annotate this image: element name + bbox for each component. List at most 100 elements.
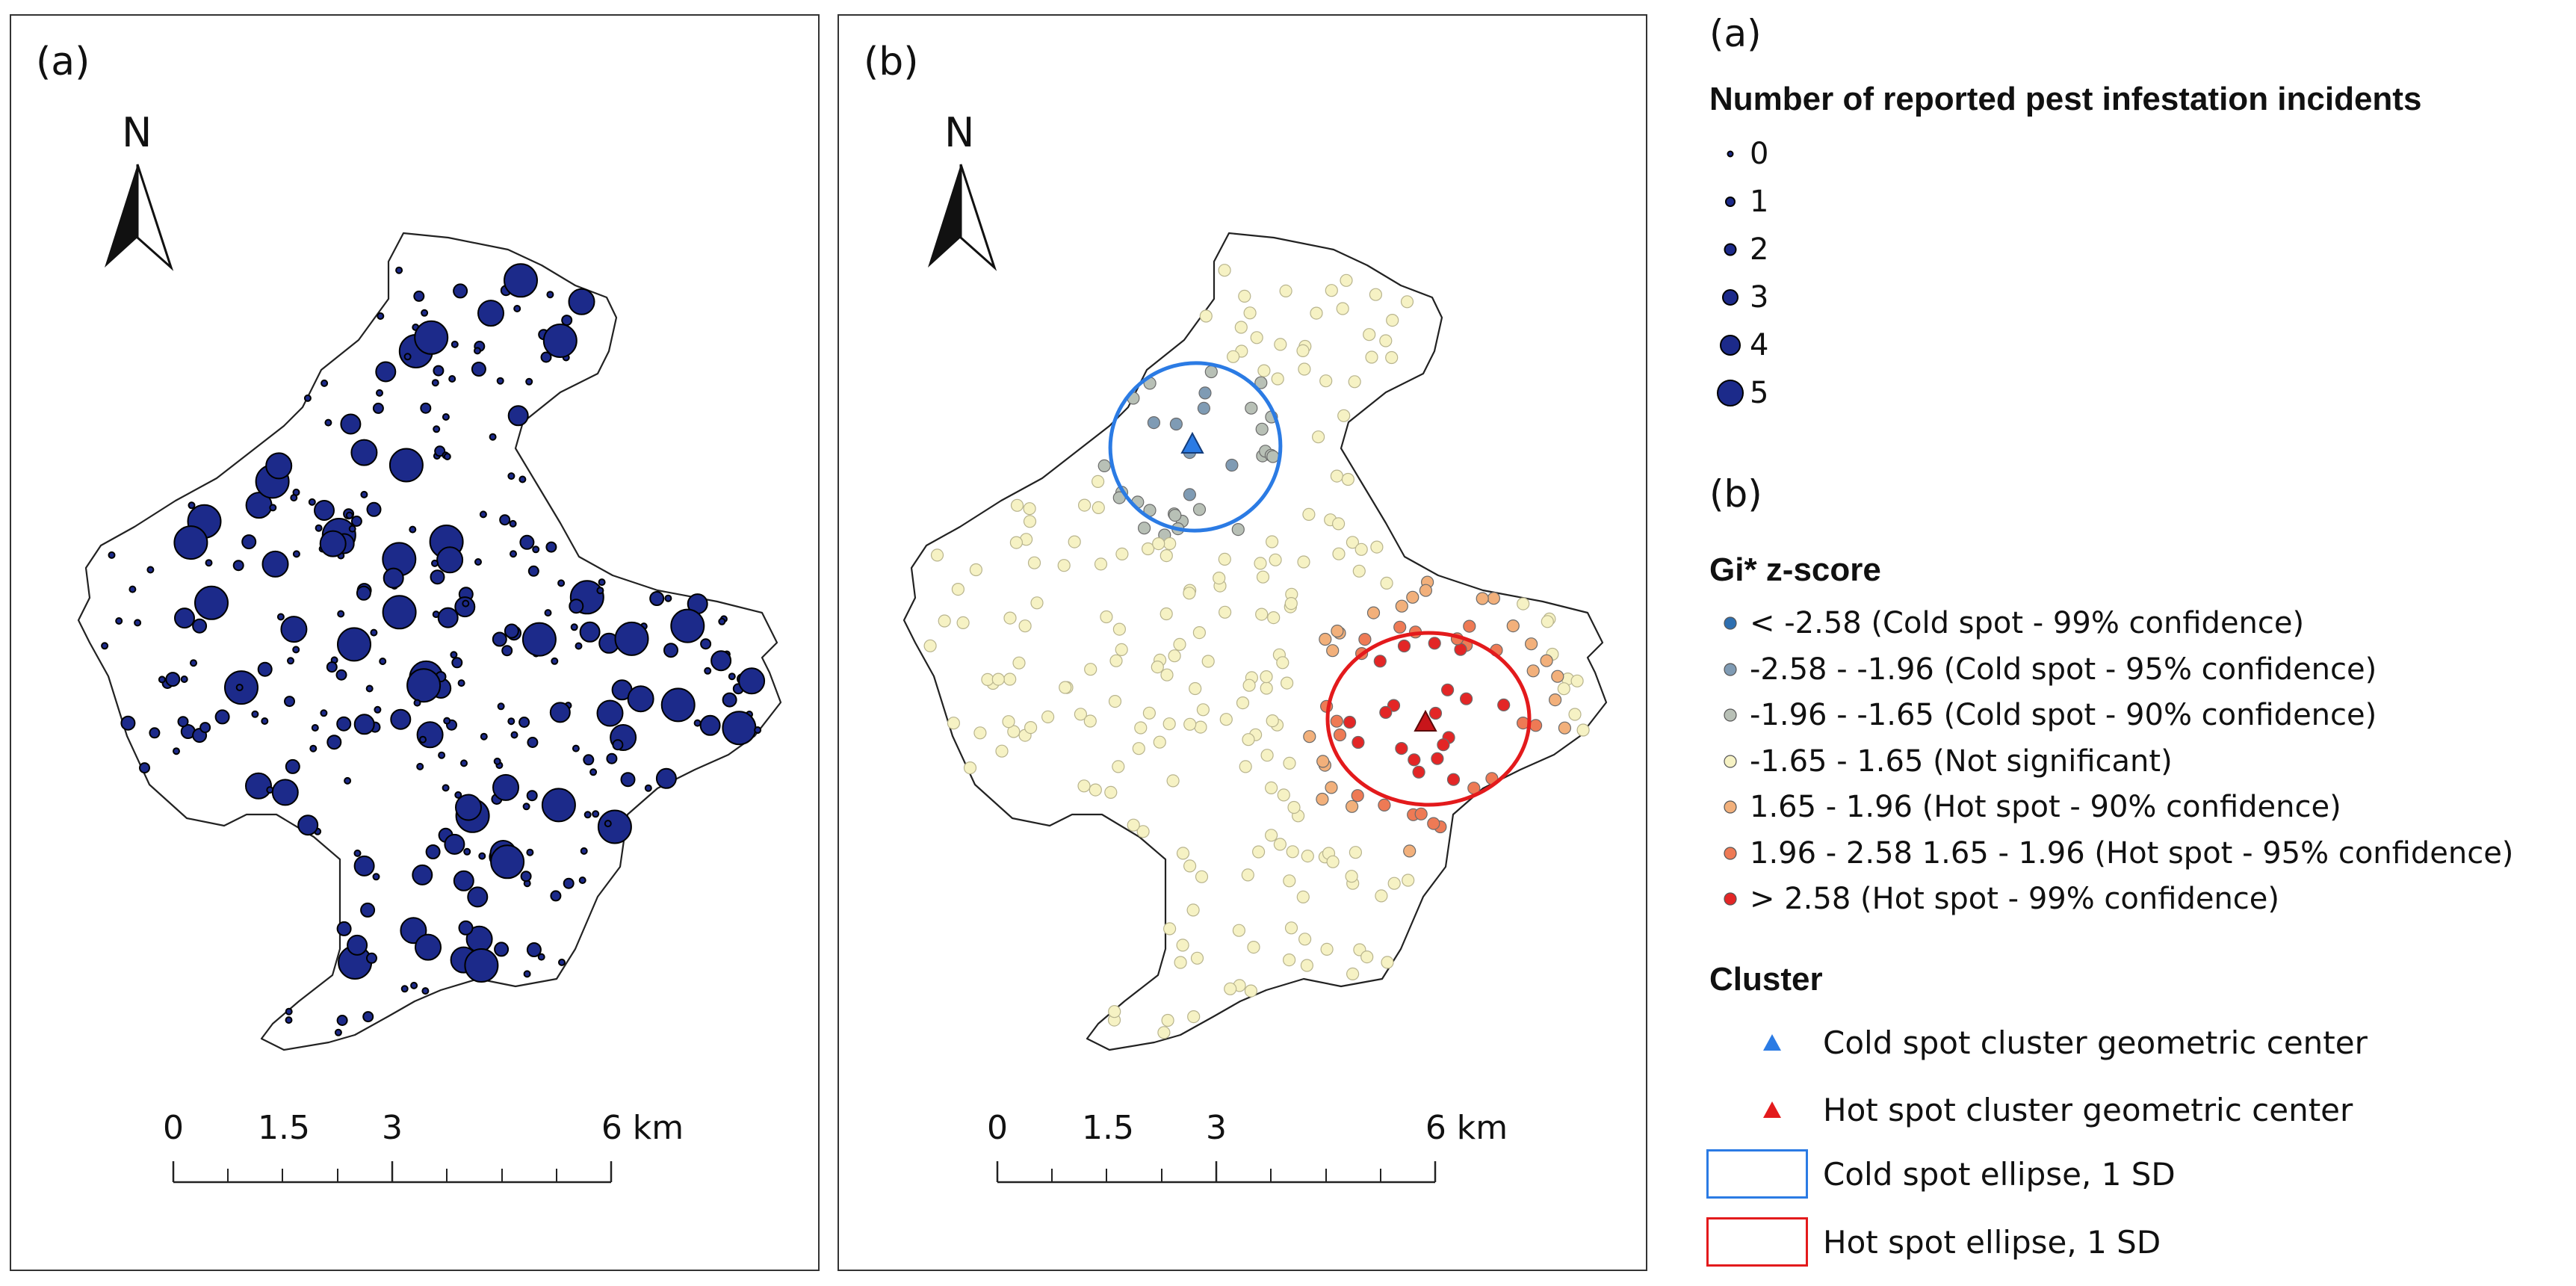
incident-point [492, 631, 507, 647]
incident-point [526, 848, 534, 856]
legend-a-item: 0 [1703, 133, 2002, 175]
hotspot-point [963, 761, 977, 775]
incident-point [139, 762, 150, 774]
hotspot-point [1260, 749, 1274, 762]
hotspot-point [1166, 774, 1180, 788]
hotspot-point [1159, 607, 1173, 621]
incident-point [660, 687, 696, 723]
incident-point [550, 890, 562, 902]
hotspot-point [1540, 654, 1553, 667]
incident-point [431, 379, 439, 387]
scale-bar-a: 0 1.5 3 6 km [163, 1109, 684, 1184]
hotspot-point [1195, 870, 1209, 883]
legend-cluster-label: Cold spot cluster geometric center [1823, 1024, 2368, 1061]
hotspot-point [1428, 637, 1441, 650]
hotspot-point [1280, 676, 1294, 690]
zscore-class-symbol-icon [1724, 708, 1737, 722]
hotspot-point [1183, 587, 1196, 600]
incident-point [382, 595, 417, 630]
hotspot-point [1526, 664, 1540, 678]
hotspot-point [1003, 611, 1017, 625]
hotspot-point [1316, 792, 1329, 806]
incident-point [292, 550, 300, 558]
zscore-class-symbol-icon [1724, 846, 1737, 860]
hotspot-point [1266, 450, 1280, 463]
incident-point [504, 263, 538, 298]
hotspot-point [1100, 610, 1113, 624]
incident-point [463, 847, 471, 856]
incident-point [561, 315, 573, 327]
hotspot-point [1529, 719, 1543, 732]
incident-point [557, 579, 566, 587]
cold-center-symbol-icon [1763, 1034, 1781, 1051]
incident-point [173, 747, 180, 755]
hotspot-point [1408, 753, 1421, 767]
hotspot-point [1159, 548, 1173, 563]
incident-point [375, 361, 397, 383]
incident-point [501, 645, 513, 657]
incident-point [199, 722, 211, 734]
scale-tick-1: 1.5 [258, 1109, 310, 1147]
hotspot-point [1440, 683, 1455, 696]
legend-cluster-label: Cold spot ellipse, 1 SD [1823, 1156, 2176, 1193]
hotspot-point [1183, 717, 1197, 731]
legend-b-label: > 2.58 (Hot spot - 99% confidence) [1750, 882, 2280, 916]
incident-point [406, 668, 442, 703]
hotspot-point [1089, 783, 1102, 797]
incident-point [412, 864, 433, 885]
incident-point [522, 803, 530, 811]
incident-point [693, 719, 702, 727]
hotspot-point [1241, 868, 1254, 882]
incident-point [474, 347, 481, 355]
legend-b-item: -1.96 - -1.65 (Cold spot - 90% confidenc… [1703, 694, 2570, 736]
incident-point [478, 852, 486, 860]
hotspot-point [1250, 331, 1263, 344]
incident-point [415, 933, 442, 961]
hotspot-point [1018, 619, 1032, 633]
hotspot-point [1254, 557, 1267, 570]
incident-point [460, 759, 468, 767]
incident-point [462, 599, 470, 608]
incident-size-symbol-icon [1722, 289, 1739, 306]
incident-point [366, 501, 382, 517]
panel-b-label: (b) [864, 40, 919, 84]
incident-point [499, 514, 511, 526]
hotspot-point [1224, 982, 1237, 995]
legend-a-label: 1 [1750, 185, 1769, 219]
legend-b-label: 1.96 - 2.58 1.65 - 1.96 (Hot spot - 95% … [1750, 835, 2514, 871]
incident-point [510, 731, 518, 739]
incident-point [235, 684, 244, 691]
hotspot-point [1365, 350, 1378, 364]
hotspot-point [1226, 350, 1240, 363]
hotspot-point [1352, 735, 1365, 749]
incident-point [344, 776, 352, 785]
hotspot-point [1183, 859, 1197, 873]
incident-point [519, 534, 535, 550]
incident-point [403, 353, 412, 361]
incident-point [520, 871, 532, 882]
incident-point [568, 288, 595, 315]
legend-a-label: 2 [1750, 232, 1769, 267]
incident-point [518, 475, 527, 483]
hotspot-point [1151, 660, 1164, 674]
hotspot-point [1251, 845, 1266, 859]
hotspot-point [1284, 921, 1298, 935]
hotspot-point [1319, 374, 1333, 388]
hotspot-point [1325, 781, 1338, 794]
hotspot-point [1279, 284, 1292, 297]
incident-point [699, 714, 721, 736]
hotspot-point [1074, 708, 1088, 721]
hotspot-point [1300, 959, 1314, 972]
hotspot-point [1112, 760, 1125, 773]
panel-b-frame [837, 14, 1647, 1271]
zscore-class-symbol-icon [1724, 616, 1737, 630]
incident-point [326, 661, 338, 673]
hotspot-point [1381, 956, 1394, 969]
hotspot-point [1310, 306, 1323, 320]
hotspot-point [1311, 430, 1325, 444]
hotspot-point [973, 726, 987, 740]
incident-point [377, 312, 385, 320]
incident-point [710, 650, 732, 672]
incident-point [336, 1015, 348, 1026]
hotspot-point [1192, 503, 1207, 516]
